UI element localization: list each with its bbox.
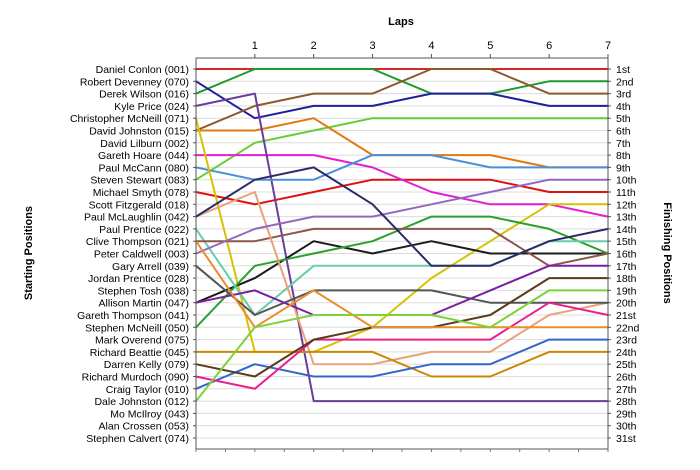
series-line-25: [195, 240, 609, 329]
driver-label: Robert Devenney (070): [80, 76, 189, 88]
position-label: 21st: [616, 310, 636, 322]
driver-label: Steven Stewart (083): [90, 175, 189, 187]
driver-label: Richard Murdoch (090): [82, 372, 189, 384]
driver-label: Allison Martin (047): [99, 298, 189, 310]
position-label: 30th: [616, 421, 637, 433]
driver-label: Peter Caldwell (003): [94, 249, 189, 261]
series-line-6: [195, 117, 609, 181]
series-line-23: [195, 301, 609, 390]
series-line-18: [195, 166, 609, 267]
position-label: 17th: [616, 261, 637, 273]
driver-label: Dale Johnston (012): [94, 396, 189, 408]
series-line-4: [195, 68, 609, 132]
x-axis-title: Laps: [388, 16, 414, 28]
position-label: 8th: [616, 150, 631, 162]
driver-label: Richard Beattie (045): [90, 347, 189, 359]
position-label: 18th: [616, 273, 637, 285]
x-tick-label: 3: [370, 40, 376, 52]
x-tick-label: 1: [252, 40, 258, 52]
position-label: 25th: [616, 359, 637, 371]
position-label: 12th: [616, 199, 637, 211]
position-label: 29th: [616, 408, 637, 420]
position-label: 20th: [616, 298, 637, 310]
driver-label: Michael Smyth (078): [93, 187, 189, 199]
position-label: 13th: [616, 212, 637, 224]
series-line-10: [195, 154, 609, 181]
position-label: 28th: [616, 396, 637, 408]
driver-label: Mark Overend (075): [95, 335, 189, 347]
series-line-15: [195, 227, 609, 267]
driver-label: Stephen Tosh (038): [98, 285, 189, 297]
driver-label: Daniel Conlon (001): [96, 64, 189, 76]
driver-label: Scott Fitzgerald (018): [89, 199, 189, 211]
label-layer: 1 2 3 4 5 6 7 Daniel Conlon (001)Robert Devenne…: [70, 40, 640, 445]
position-label: 26th: [616, 372, 637, 384]
position-label: 11th: [616, 187, 636, 199]
driver-label: Mo McIlroy (043): [110, 408, 189, 420]
driver-label: Gary Arrell (039): [112, 261, 189, 273]
series-line-26: [195, 289, 609, 403]
y-axis-title-left: Starting Positions: [23, 206, 35, 300]
series-line-9: [195, 92, 609, 403]
position-label: 16th: [616, 249, 637, 261]
position-label: 3rd: [616, 89, 631, 101]
position-label: 1st: [616, 64, 630, 76]
driver-label: David Lilburn (002): [100, 138, 189, 150]
series-line-8: [195, 154, 609, 218]
position-label: 15th: [616, 236, 637, 248]
driver-label: Stephen Calvert (074): [86, 433, 189, 445]
position-label: 23rd: [616, 335, 637, 347]
driver-label: Christopher McNeill (071): [70, 113, 189, 125]
x-tick-label: 7: [605, 40, 611, 52]
driver-label: Jordan Prentice (028): [88, 273, 189, 285]
position-label: 10th: [616, 175, 637, 187]
series-line-21: [195, 350, 609, 378]
position-label: 31st: [616, 433, 636, 445]
position-label: 2nd: [616, 76, 634, 88]
series-line-17: [195, 178, 609, 255]
y-axis-title-right: Finishing Positions: [661, 202, 673, 303]
position-label: 4th: [616, 101, 631, 113]
driver-label: Craig Taylor (010): [106, 384, 189, 396]
series-line-22: [195, 338, 609, 390]
series-line-16: [195, 191, 609, 366]
position-label: 27th: [616, 384, 637, 396]
position-label: 9th: [616, 162, 631, 174]
position-label: 6th: [616, 126, 631, 138]
driver-label: Paul Prentice (022): [99, 224, 189, 236]
position-label: 7th: [616, 138, 631, 150]
driver-label: Paul McLaughlin (042): [84, 212, 189, 224]
x-tick-label: 2: [311, 40, 317, 52]
driver-label: Darren Kelly (079): [104, 359, 189, 371]
position-label: 19th: [616, 285, 637, 297]
driver-label: Stephen McNeill (050): [85, 322, 189, 334]
series-line-3: [195, 80, 609, 120]
position-label: 14th: [616, 224, 637, 236]
driver-label: Paul McCann (080): [99, 162, 189, 174]
driver-label: Clive Thompson (021): [86, 236, 189, 248]
driver-label: Gareth Thompson (041): [77, 310, 189, 322]
x-tick-label: 6: [546, 40, 552, 52]
driver-label: David Johnston (015): [89, 126, 189, 138]
driver-label: Kyle Price (024): [114, 101, 189, 113]
series-line-19: [195, 264, 609, 316]
series-layer: [195, 68, 609, 403]
series-line-12: [195, 240, 609, 304]
axis-layer: [193, 54, 611, 452]
driver-label: Alan Crossen (053): [99, 421, 189, 433]
series-line-13: [195, 215, 609, 329]
position-label: 5th: [616, 113, 631, 125]
driver-label: Derek Wilson (016): [99, 89, 189, 101]
position-label: 22nd: [616, 322, 640, 334]
x-tick-label: 5: [487, 40, 493, 52]
driver-label: Gareth Hoare (044): [98, 150, 189, 162]
x-tick-label: 4: [428, 40, 434, 52]
position-label: 24th: [616, 347, 637, 359]
